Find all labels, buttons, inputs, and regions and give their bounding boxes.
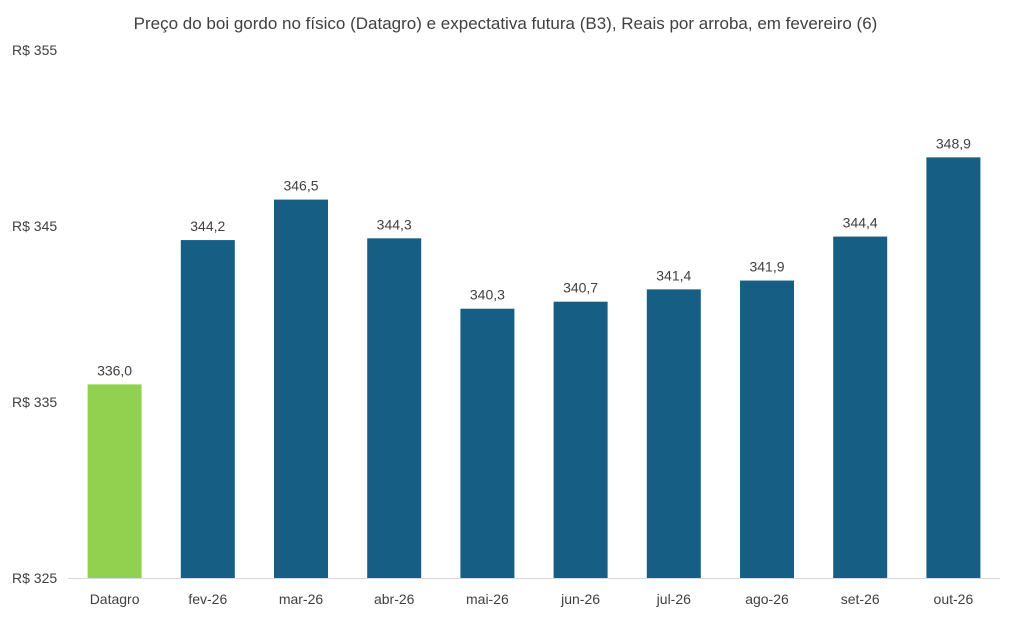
x-tick-label-mar-26: mar-26 xyxy=(279,591,324,607)
data-label-fev-26: 344,2 xyxy=(190,218,225,234)
data-label-out-26: 348,9 xyxy=(936,135,971,151)
chart-title: Preço do boi gordo no físico (Datagro) e… xyxy=(133,14,878,33)
x-axis: Datagro fev-26 mar-26 abr-26 mai-26 jun-26 jul… xyxy=(90,591,974,607)
bar-fev-26 xyxy=(180,240,235,578)
x-tick-label-set-26: set-26 xyxy=(841,591,880,607)
x-tick-label-out-26: out-26 xyxy=(934,591,974,607)
bar-set-26 xyxy=(833,236,888,578)
y-tick-label: R$ 335 xyxy=(12,394,57,410)
bar-out-26 xyxy=(926,157,981,579)
bar-Datagro xyxy=(87,384,142,578)
data-label-mai-26: 340,3 xyxy=(470,287,505,303)
data-label-Datagro: 336,0 xyxy=(97,362,132,378)
x-tick-label-ago-26: ago-26 xyxy=(745,591,789,607)
x-tick-label-Datagro: Datagro xyxy=(90,591,140,607)
x-tick-label-fev-26: fev-26 xyxy=(188,591,227,607)
bar-ago-26 xyxy=(740,280,794,578)
data-label-abr-26: 344,3 xyxy=(377,216,412,232)
bar-jun-26 xyxy=(553,301,608,578)
bar-mar-26 xyxy=(274,199,328,578)
x-tick-label-mai-26: mai-26 xyxy=(466,591,509,607)
y-tick-label: R$ 325 xyxy=(12,570,57,586)
bar-mai-26 xyxy=(460,308,515,578)
data-label-jun-26: 340,7 xyxy=(563,280,598,296)
data-label-set-26: 344,4 xyxy=(843,215,878,231)
x-tick-label-jul-26: jul-26 xyxy=(656,591,691,607)
data-label-ago-26: 341,9 xyxy=(749,259,784,275)
x-tick-label-jun-26: jun-26 xyxy=(560,591,600,607)
x-tick-label-abr-26: abr-26 xyxy=(374,591,415,607)
y-tick-label: R$ 355 xyxy=(12,42,57,58)
bar-jul-26 xyxy=(646,289,701,578)
bars xyxy=(87,157,981,579)
data-label-mar-26: 346,5 xyxy=(283,178,318,194)
data-label-jul-26: 341,4 xyxy=(656,267,691,283)
bar-abr-26 xyxy=(367,238,422,578)
y-tick-label: R$ 345 xyxy=(12,218,57,234)
y-axis: R$ 325 R$ 335 R$ 345 R$ 355 xyxy=(12,42,57,586)
data-labels: 336,0 344,2 346,5 344,3 340,3 340,7 341,4 341,9… xyxy=(97,135,971,378)
